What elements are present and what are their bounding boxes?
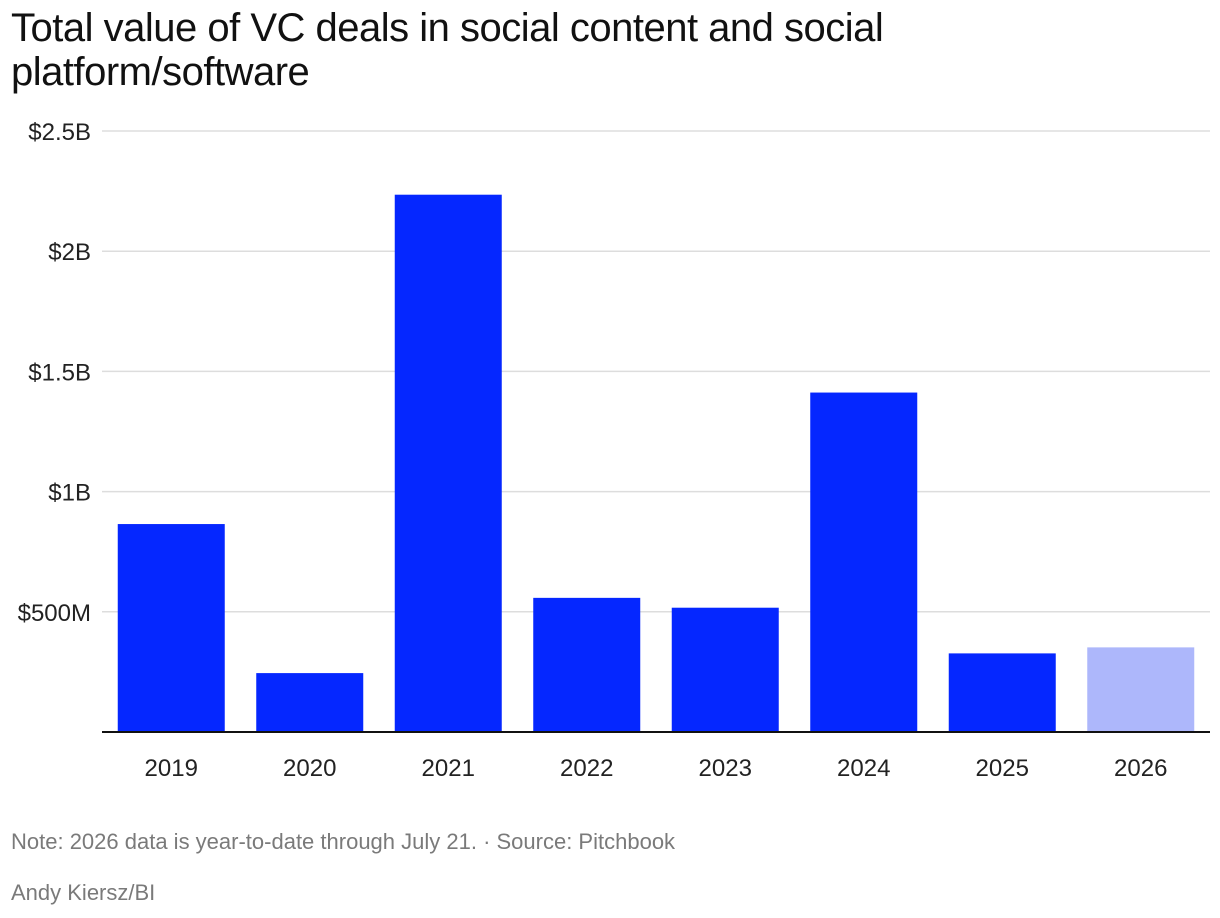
bars	[117, 194, 1195, 732]
x-tick-label: 2023	[699, 755, 752, 782]
bar-2026	[1087, 647, 1195, 732]
bar-2025	[948, 653, 1056, 732]
x-tick-label: 2025	[976, 755, 1029, 782]
x-tick-label: 2024	[837, 755, 890, 782]
bar-2019	[117, 524, 225, 732]
y-tick-label: $1B	[48, 480, 91, 507]
bar-2020	[256, 673, 364, 732]
x-tick-label: 2021	[422, 755, 475, 782]
bar-2021	[394, 194, 502, 732]
x-tick-label: 2026	[1114, 755, 1167, 782]
y-tick-label: $1.5B	[28, 359, 91, 386]
bar-2022	[533, 597, 641, 732]
y-tick-label: $500M	[18, 600, 91, 627]
gridlines	[102, 130, 1210, 613]
chart-title: Total value of VC deals in social conten…	[11, 6, 884, 94]
y-tick-label: $2.5B	[28, 119, 91, 146]
x-tick-label: 2019	[145, 755, 198, 782]
chart-note: Note: 2026 data is year-to-date through …	[11, 829, 676, 854]
x-axis-ticks: 2019 2020 2021 2022 2023 2024 2025 2026	[145, 755, 1168, 782]
x-tick-label: 2020	[283, 755, 336, 782]
chart-credit: Andy Kiersz/BI	[11, 880, 156, 905]
bar-2024	[810, 392, 918, 732]
x-tick-label: 2022	[560, 755, 613, 782]
y-tick-label: $2B	[48, 239, 91, 266]
y-axis-ticks: $500M $1B $1.5B $2B $2.5B	[18, 119, 91, 627]
bar-2023	[671, 607, 779, 732]
